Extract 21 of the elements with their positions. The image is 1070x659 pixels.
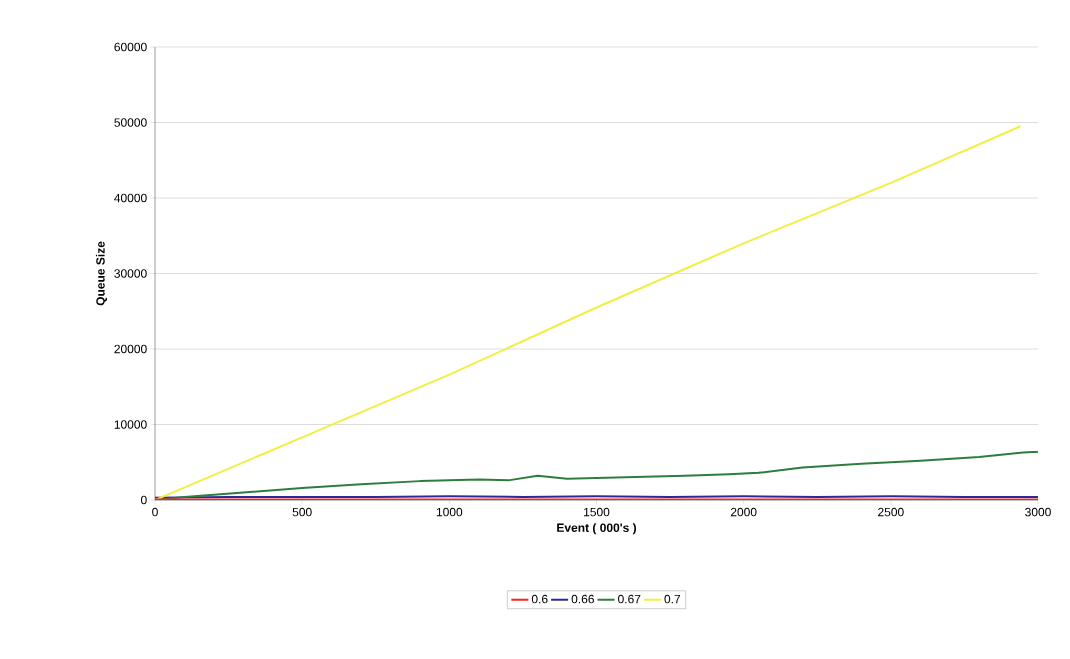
- legend-label: 0.7: [664, 594, 681, 604]
- x-tick-label: 3000: [1025, 507, 1051, 517]
- x-tick-label: 1000: [436, 507, 463, 517]
- x-tick-label: 2500: [878, 507, 904, 517]
- legend-label: 0.67: [618, 594, 641, 604]
- y-tick-label: 60000: [114, 42, 147, 52]
- line-series: [155, 125, 1022, 500]
- y-tick-label: 40000: [114, 193, 147, 203]
- y-tick-label: 20000: [114, 344, 147, 354]
- y-tick-label: 0: [141, 495, 147, 505]
- x-tick-label: 1500: [584, 507, 610, 517]
- x-axis-title: Event ( 000's ): [557, 523, 637, 535]
- legend-label: 0.66: [571, 594, 594, 604]
- x-tick-label: 500: [292, 507, 312, 517]
- y-tick-label: 10000: [114, 420, 147, 429]
- y-axis-title: Queue Size: [95, 241, 107, 306]
- x-tick-label: 0: [152, 507, 158, 517]
- x-tick-label: 2000: [730, 507, 757, 517]
- y-tick-label: 30000: [114, 269, 147, 278]
- legend-label: 0.6: [531, 594, 548, 604]
- y-tick-label: 50000: [114, 118, 147, 127]
